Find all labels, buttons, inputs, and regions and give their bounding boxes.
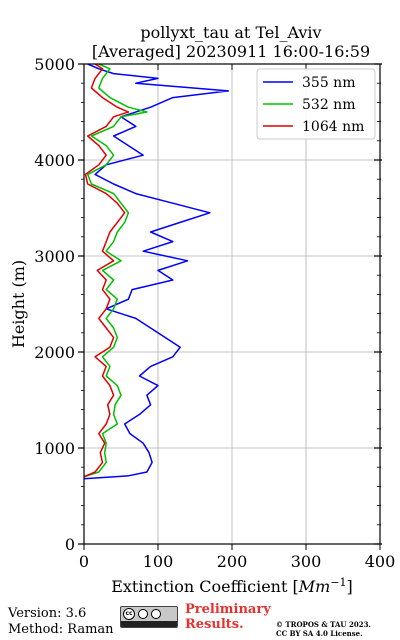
cc-badge-bar [121, 621, 177, 627]
chart-subtitle: [Averaged] 20230911 16:00-16:59 [92, 42, 370, 61]
preliminary-notice: Preliminary Results. [185, 602, 271, 632]
sa-icon [151, 609, 161, 619]
x-tick-label: 300 [291, 552, 322, 571]
copyright-notice: © TROPOS & TAU 2023. CC BY SA 4.0 Licens… [276, 620, 371, 638]
copyright-line1: © TROPOS & TAU 2023. [276, 620, 371, 629]
y-axis-label: Height (m) [9, 260, 28, 348]
x-axis-label-close: ] [347, 577, 353, 596]
y-tick-label: 2000 [34, 343, 75, 362]
x-axis-label: Extinction Coefficient [Mm−1] [111, 576, 353, 596]
x-axis-label-unit: Mm [298, 577, 331, 596]
series-line-532-nm [83, 63, 148, 478]
x-tick-label: 100 [143, 552, 174, 571]
y-tick-label: 1000 [34, 439, 75, 458]
legend-label: 532 nm [302, 97, 355, 113]
preliminary-line2: Results. [185, 617, 244, 632]
y-tick-label: 3000 [34, 247, 75, 266]
copyright-line2: CC BY SA 4.0 License. [276, 629, 363, 638]
series-line-1064-nm [83, 63, 130, 478]
cc-icon: cc [123, 608, 135, 620]
chart-title: pollyxt_tau at Tel_Aviv [140, 23, 321, 42]
y-tick-label: 4000 [34, 151, 75, 170]
y-tick-label: 5000 [34, 55, 75, 74]
legend-label: 1064 nm [302, 119, 364, 135]
preliminary-line1: Preliminary [185, 602, 271, 617]
series-lines [83, 63, 230, 480]
x-tick-label: 0 [79, 552, 89, 571]
chart: pollyxt_tau at Tel_Aviv [Averaged] 20230… [9, 23, 395, 596]
legend: 355 nm 532 nm 1064 nm [256, 68, 376, 140]
legend-box [256, 68, 376, 140]
x-axis-label-text: Extinction Coefficient [ [111, 577, 299, 596]
x-tick-label: 200 [217, 552, 248, 571]
x-tick-label: 400 [365, 552, 396, 571]
x-axis-label-exponent: −1 [330, 576, 346, 589]
footer-info: Version: 3.6 Method: Raman [8, 606, 114, 638]
method-text: Method: Raman [8, 622, 114, 637]
by-icon [138, 609, 148, 619]
cc-license-icon: cc [120, 606, 178, 628]
version-text: Version: 3.6 [8, 606, 87, 621]
legend-label: 355 nm [302, 75, 355, 91]
y-tick-label: 0 [65, 535, 75, 554]
